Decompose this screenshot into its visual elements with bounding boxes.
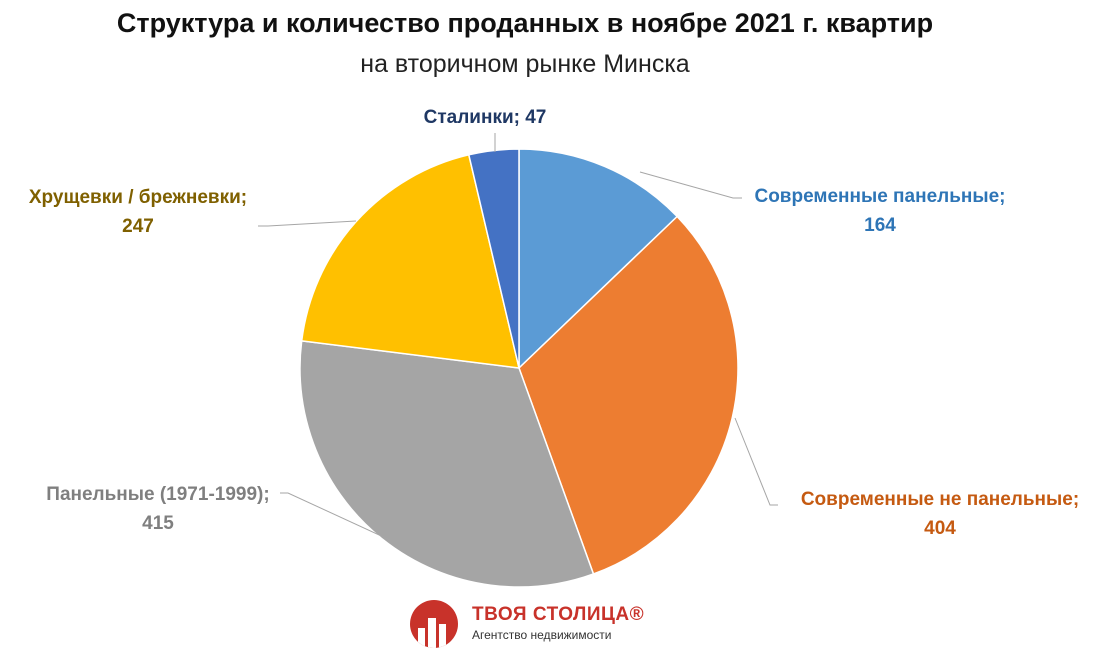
pie-slice [299,340,595,588]
brand-name: ТВОЯ СТОЛИЦА® [472,604,645,625]
pie-slice [300,153,520,369]
leader-line [639,171,742,199]
slice-label: Хрущевки / брежневки; 247 [29,187,247,237]
pie-chart: Современные панельные; 164 Современные не … [29,107,1079,588]
pie-slice [467,148,520,369]
slice-label: Современные панельные; 164 [754,186,1005,236]
building-logo-icon [410,600,458,648]
leader-line [280,492,391,541]
brand-tagline: Агентство недвижимости [472,628,612,642]
chart-title: Структура и количество проданных в ноябр… [116,8,934,38]
pie-slice [518,215,739,575]
slice-label: Современные не панельные; 404 [801,489,1079,539]
leader-line [734,417,778,506]
chart-subtitle: на вторичном рынке Минска [360,50,690,78]
slice-labels: Современные панельные; 164 Современные не … [29,107,1079,539]
pie-slices [299,148,739,588]
slice-label: Сталинки; 47 [424,107,547,128]
leader-lines [258,133,778,541]
brand-logo: ТВОЯ СТОЛИЦА® Агентство недвижимости [410,598,670,648]
slice-label: Панельные (1971-1999); 415 [46,484,269,534]
pie-slice [518,148,679,370]
leader-line [258,220,357,227]
